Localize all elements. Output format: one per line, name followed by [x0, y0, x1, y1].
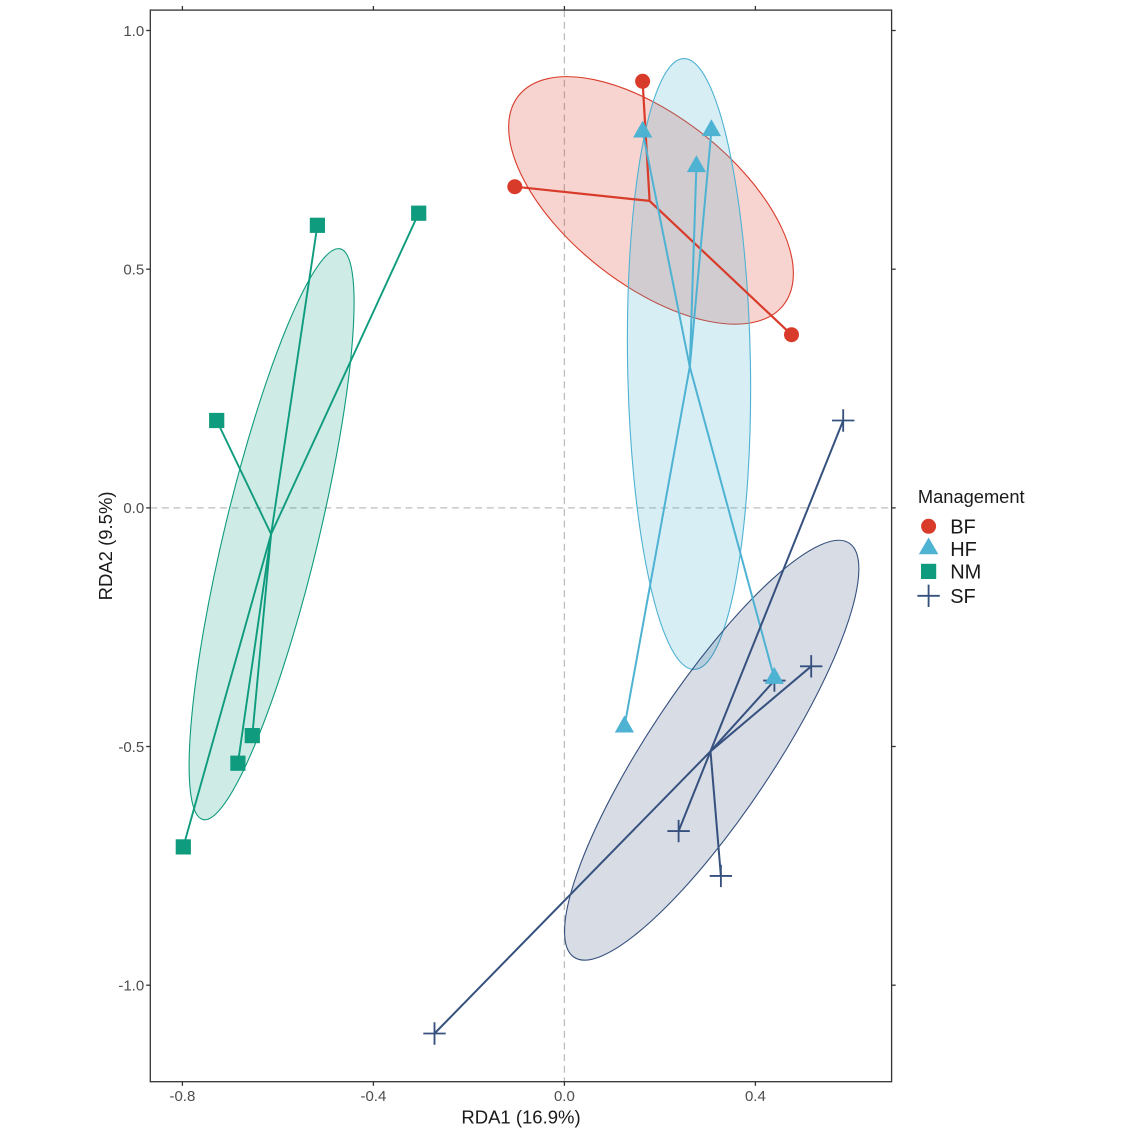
svg-text:0.0: 0.0 [554, 1088, 575, 1105]
svg-text:RDA1 (16.9%): RDA1 (16.9%) [461, 1107, 580, 1128]
svg-text:0.0: 0.0 [123, 500, 144, 517]
svg-text:SF: SF [950, 586, 976, 608]
svg-text:-0.5: -0.5 [118, 739, 144, 756]
svg-text:HF: HF [950, 539, 977, 561]
svg-text:BF: BF [950, 517, 976, 539]
svg-text:Management: Management [918, 486, 1025, 507]
svg-text:1.0: 1.0 [123, 23, 144, 40]
svg-text:NM: NM [950, 562, 981, 584]
svg-text:RDA2 (9.5%): RDA2 (9.5%) [95, 491, 116, 600]
svg-text:0.4: 0.4 [745, 1088, 766, 1105]
svg-text:-0.4: -0.4 [360, 1088, 386, 1105]
svg-text:0.5: 0.5 [123, 262, 144, 279]
svg-text:-0.8: -0.8 [169, 1088, 195, 1105]
svg-text:-1.0: -1.0 [118, 978, 144, 995]
